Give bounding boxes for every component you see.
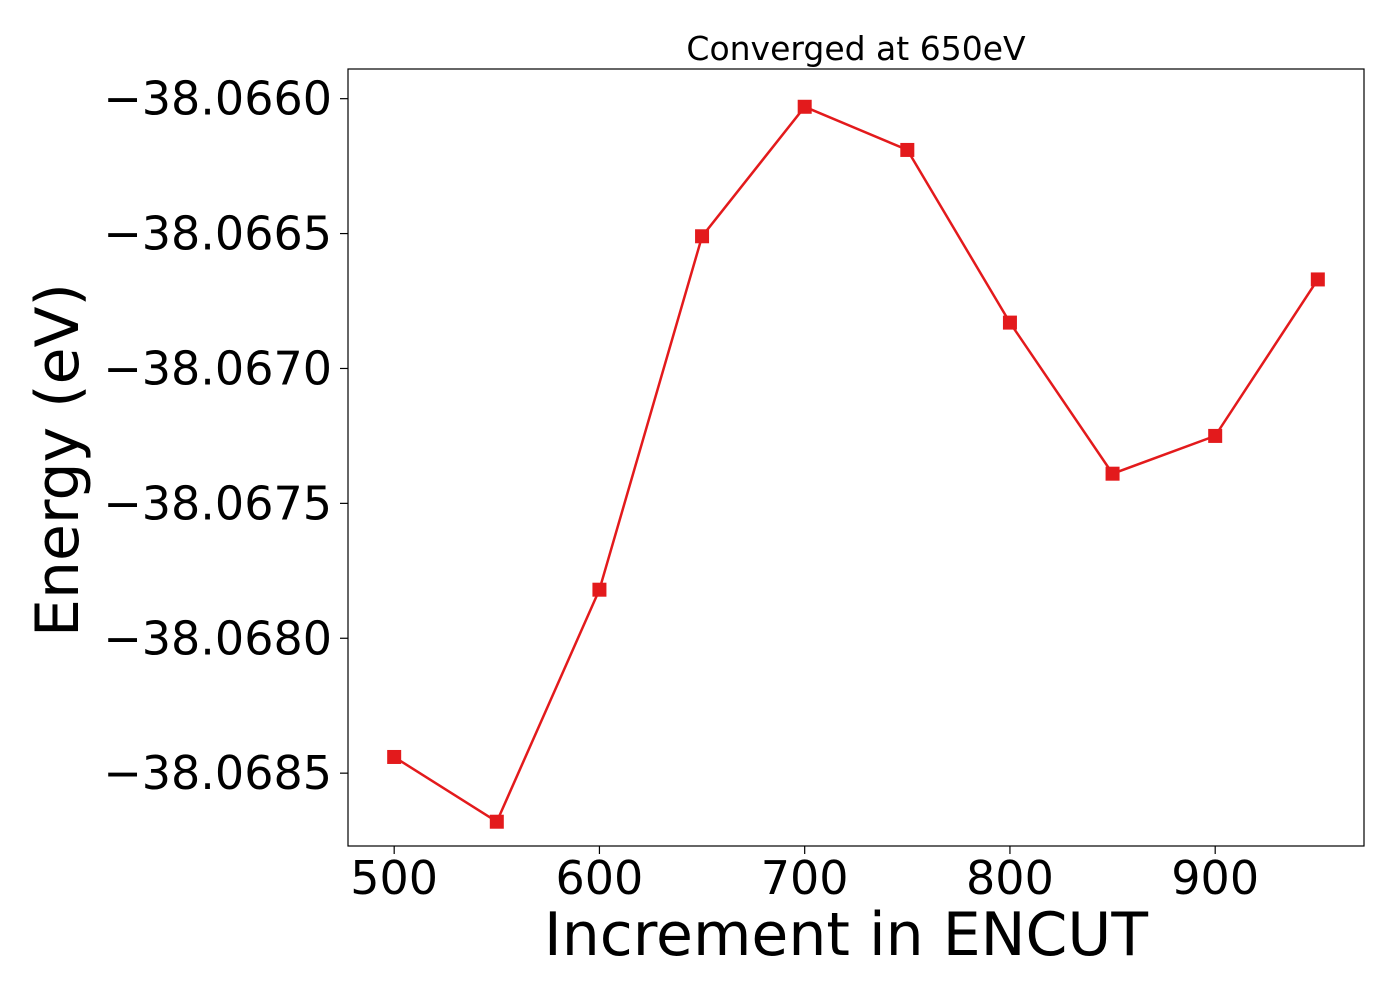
data-point-marker [1208,428,1223,443]
y-tick-label: −38.0670 [103,341,332,395]
data-point-marker [1105,466,1120,481]
x-tick-label: 800 [966,851,1054,905]
x-axis: 500 600 700 800 900 [350,846,1259,905]
data-point-marker [592,582,607,597]
data-point-marker [387,749,402,764]
x-tick-label: 700 [761,851,849,905]
data-point-marker [695,229,710,244]
data-point-marker [489,814,504,829]
series-line [393,105,1319,824]
data-point-marker [900,142,915,157]
y-tick-label: −38.0665 [103,207,332,261]
y-tick-label: −38.0660 [103,72,332,126]
x-axis-label: Increment in ENCUT [544,900,1148,970]
data-point-marker [797,99,812,114]
x-tick-label: 600 [556,851,644,905]
y-tick-label: −38.0685 [103,746,332,800]
series-markers [387,99,1325,829]
y-axis-label: Energy (eV) [23,283,93,637]
data-point-marker [1310,272,1325,287]
data-point-marker [1002,315,1017,330]
plot-area [347,68,1365,847]
y-tick-label: −38.0680 [103,611,332,665]
y-tick-label: −38.0675 [103,476,332,530]
y-axis: −38.0660 −38.0665 −38.0670 −38.0675 −38.0680… [103,72,348,800]
chart-title: Converged at 650eV [686,29,1026,68]
plot-frame [347,68,1365,847]
x-tick-label: 500 [350,851,438,905]
x-tick-label: 900 [1171,851,1259,905]
